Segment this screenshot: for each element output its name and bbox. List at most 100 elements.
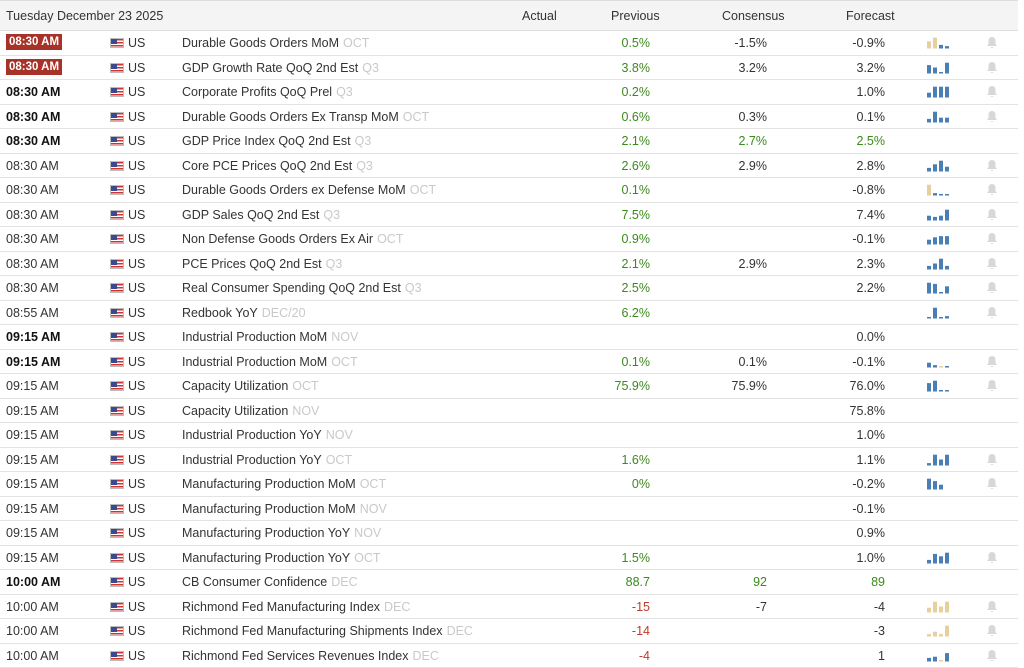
event-name-link[interactable]: Real Consumer Spending QoQ 2nd Est Q3: [182, 281, 422, 295]
event-row[interactable]: 10:00 AM US Richmond Fed Manufacturing Ind…: [0, 595, 1018, 619]
event-name-link[interactable]: PCE Prices QoQ 2nd Est Q3: [182, 257, 342, 271]
event-row[interactable]: 08:30 AM US Durable Goods Orders ex Defens…: [0, 178, 1018, 203]
event-name[interactable]: Manufacturing Production MoM: [182, 477, 356, 491]
bell-icon[interactable]: [986, 257, 998, 270]
sparkline-chart[interactable]: [927, 281, 951, 294]
bell-icon[interactable]: [986, 281, 998, 294]
sparkline-chart[interactable]: [927, 600, 951, 613]
bell-icon[interactable]: [986, 379, 998, 392]
event-name[interactable]: Durable Goods Orders ex Defense MoM: [182, 183, 406, 197]
event-name[interactable]: Industrial Production MoM: [182, 330, 328, 344]
event-row[interactable]: 08:30 AM US Durable Goods Orders Ex Transp…: [0, 105, 1018, 129]
event-name[interactable]: Richmond Fed Services Revenues Index: [182, 648, 409, 663]
event-name-link[interactable]: Manufacturing Production YoY NOV: [182, 526, 381, 540]
event-name-link[interactable]: CB Consumer Confidence DEC: [182, 575, 358, 589]
event-row[interactable]: 08:30 AM US Real Consumer Spending QoQ 2nd…: [0, 276, 1018, 301]
event-row[interactable]: 09:15 AM US Capacity Utilization OCT 75.9% 75…: [0, 374, 1018, 399]
event-name-link[interactable]: Durable Goods Orders MoM OCT: [182, 36, 369, 50]
sparkline-chart[interactable]: [927, 306, 951, 319]
event-row[interactable]: 10:00 AM US Richmond Fed Services Revenues…: [0, 644, 1018, 668]
sparkline-chart[interactable]: [927, 453, 951, 466]
event-name-link[interactable]: Industrial Production YoY OCT: [182, 453, 352, 467]
event-row[interactable]: 09:15 AM US Industrial Production MoM NOV 0.…: [0, 325, 1018, 350]
event-name[interactable]: Capacity Utilization: [182, 379, 289, 393]
header-consensus[interactable]: Consensus: [722, 9, 785, 23]
event-name[interactable]: GDP Sales QoQ 2nd Est: [182, 207, 320, 222]
event-row[interactable]: 08:30 AM US PCE Prices QoQ 2nd Est Q3 2.1% 2.…: [0, 252, 1018, 276]
bell-icon[interactable]: [986, 85, 998, 98]
event-name-link[interactable]: Capacity Utilization OCT: [182, 379, 319, 393]
event-name-link[interactable]: GDP Sales QoQ 2nd Est Q3: [182, 208, 340, 222]
event-row[interactable]: 10:00 AM US CB Consumer Confidence DEC 88.7 9…: [0, 570, 1018, 595]
sparkline-chart[interactable]: [927, 232, 951, 245]
event-name[interactable]: Non Defense Goods Orders Ex Air: [182, 232, 374, 246]
event-row[interactable]: 10:00 AM US Richmond Fed Manufacturing Shi…: [0, 619, 1018, 644]
sparkline-chart[interactable]: [927, 649, 951, 662]
sparkline-chart[interactable]: [927, 36, 951, 49]
sparkline-chart[interactable]: [927, 624, 951, 637]
event-name-link[interactable]: Durable Goods Orders ex Defense MoM OCT: [182, 183, 436, 197]
event-name-link[interactable]: Richmond Fed Services Revenues Index DEC: [182, 649, 439, 663]
header-forecast[interactable]: Forecast: [846, 9, 895, 23]
bell-icon[interactable]: [986, 232, 998, 245]
event-row[interactable]: 09:15 AM US Manufacturing Production YoY OC…: [0, 546, 1018, 570]
event-name-link[interactable]: Corporate Profits QoQ Prel Q3: [182, 85, 353, 99]
event-name-link[interactable]: GDP Price Index QoQ 2nd Est Q3: [182, 134, 371, 148]
event-name[interactable]: Corporate Profits QoQ Prel: [182, 85, 333, 99]
event-row[interactable]: 08:55 AM US Redbook YoY DEC/20 6.2%: [0, 301, 1018, 325]
event-name[interactable]: Manufacturing Production MoM: [182, 501, 356, 516]
bell-icon[interactable]: [986, 110, 998, 123]
event-name[interactable]: Capacity Utilization: [182, 403, 289, 418]
event-name-link[interactable]: Redbook YoY DEC/20: [182, 306, 306, 320]
event-row[interactable]: 08:30 AM US Durable Goods Orders MoM OCT 0.5…: [0, 31, 1018, 56]
event-name-link[interactable]: Durable Goods Orders Ex Transp MoM OCT: [182, 110, 429, 124]
bell-icon[interactable]: [986, 649, 998, 662]
event-row[interactable]: 09:15 AM US Industrial Production MoM OCT 0.…: [0, 350, 1018, 374]
event-row[interactable]: 08:30 AM US Non Defense Goods Orders Ex Ai…: [0, 227, 1018, 252]
event-name-link[interactable]: Richmond Fed Manufacturing Shipments Ind…: [182, 624, 473, 638]
event-name-link[interactable]: Core PCE Prices QoQ 2nd Est Q3: [182, 159, 373, 173]
sparkline-chart[interactable]: [927, 183, 951, 196]
event-name-link[interactable]: Richmond Fed Manufacturing Index DEC: [182, 600, 410, 614]
event-name[interactable]: Core PCE Prices QoQ 2nd Est: [182, 158, 353, 173]
header-actual[interactable]: Actual: [522, 9, 557, 23]
sparkline-chart[interactable]: [927, 110, 951, 123]
bell-icon[interactable]: [986, 159, 998, 172]
event-row[interactable]: 08:30 AM US GDP Price Index QoQ 2nd Est Q3 2…: [0, 129, 1018, 154]
event-name[interactable]: Industrial Production YoY: [182, 428, 322, 442]
event-name[interactable]: GDP Price Index QoQ 2nd Est: [182, 134, 351, 148]
event-name-link[interactable]: Industrial Production MoM OCT: [182, 355, 358, 369]
header-previous[interactable]: Previous: [611, 9, 660, 23]
event-name-link[interactable]: Capacity Utilization NOV: [182, 404, 319, 418]
event-name[interactable]: Richmond Fed Manufacturing Shipments Ind…: [182, 624, 443, 638]
bell-icon[interactable]: [986, 61, 998, 74]
event-row[interactable]: 09:15 AM US Industrial Production YoY NOV 1.…: [0, 423, 1018, 448]
event-name[interactable]: GDP Growth Rate QoQ 2nd Est: [182, 60, 359, 75]
event-name[interactable]: CB Consumer Confidence: [182, 575, 328, 589]
sparkline-chart[interactable]: [927, 159, 951, 172]
event-row[interactable]: 09:15 AM US Manufacturing Production MoM OC…: [0, 472, 1018, 497]
event-row[interactable]: 09:15 AM US Manufacturing Production YoY NO…: [0, 521, 1018, 546]
event-name-link[interactable]: GDP Growth Rate QoQ 2nd Est Q3: [182, 61, 379, 75]
event-name[interactable]: Real Consumer Spending QoQ 2nd Est: [182, 281, 401, 295]
event-name[interactable]: Industrial Production YoY: [182, 452, 322, 467]
bell-icon[interactable]: [986, 306, 998, 319]
event-name-link[interactable]: Industrial Production YoY NOV: [182, 428, 353, 442]
sparkline-chart[interactable]: [927, 85, 951, 98]
bell-icon[interactable]: [986, 624, 998, 637]
event-row[interactable]: 08:30 AM US Core PCE Prices QoQ 2nd Est Q3 2…: [0, 154, 1018, 178]
event-row[interactable]: 09:15 AM US Industrial Production YoY OCT 1.…: [0, 448, 1018, 472]
sparkline-chart[interactable]: [927, 208, 951, 221]
event-name-link[interactable]: Manufacturing Production YoY OCT: [182, 551, 381, 565]
bell-icon[interactable]: [986, 551, 998, 564]
bell-icon[interactable]: [986, 453, 998, 466]
event-name-link[interactable]: Non Defense Goods Orders Ex Air OCT: [182, 232, 403, 246]
event-name-link[interactable]: Industrial Production MoM NOV: [182, 330, 358, 344]
event-row[interactable]: 09:15 AM US Capacity Utilization NOV 75.8%: [0, 399, 1018, 423]
sparkline-chart[interactable]: [927, 355, 951, 368]
bell-icon[interactable]: [986, 600, 998, 613]
sparkline-chart[interactable]: [927, 379, 951, 392]
bell-icon[interactable]: [986, 36, 998, 49]
bell-icon[interactable]: [986, 183, 998, 196]
event-row[interactable]: 08:30 AM US GDP Sales QoQ 2nd Est Q3 7.5% 7.4…: [0, 203, 1018, 227]
